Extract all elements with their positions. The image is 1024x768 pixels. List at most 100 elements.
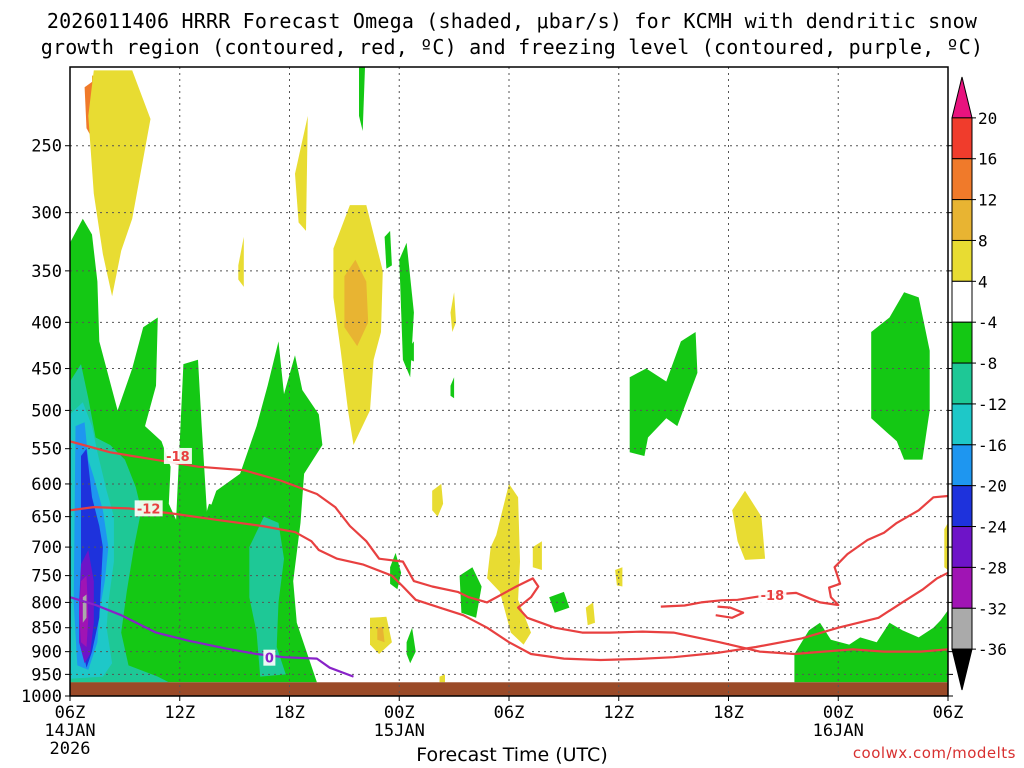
x-tick-label: 00Z — [384, 703, 415, 723]
omega-region-4 — [944, 522, 948, 570]
contour-label-bg — [134, 500, 163, 517]
colorbar-label: -20 — [978, 477, 1007, 496]
y-tick-label: 450 — [31, 360, 62, 380]
dgz-contour — [660, 494, 948, 608]
x-tick-label: 06Z — [933, 703, 964, 723]
omega-region-4 — [439, 674, 445, 683]
omega-region-4 — [295, 115, 308, 231]
colorbar-segment — [951, 403, 973, 446]
colorbar-segment — [951, 321, 973, 364]
y-tick-label: 300 — [31, 204, 62, 224]
colorbar-segment — [951, 485, 973, 528]
chart-title-line2: growth region (contoured, red, ºC) and f… — [40, 35, 984, 59]
x-tick-date-label: 15JAN — [374, 721, 425, 741]
colorbar-label: 16 — [978, 150, 997, 169]
y-tick-label: 800 — [31, 593, 62, 613]
contour-label-bg — [758, 587, 787, 604]
omega-region--4 — [794, 610, 948, 683]
omega-region--4 — [410, 341, 414, 362]
y-tick-label: 950 — [31, 665, 62, 685]
colorbar-segment — [951, 199, 973, 241]
chart-title: 2026011406 HRRR Forecast Omega (shaded, … — [0, 8, 1024, 60]
ground-surface — [70, 682, 948, 696]
colorbar-bottom-arrow — [951, 648, 973, 691]
credit-text: coolwx.com/modelts — [852, 744, 1016, 762]
contour-label-bg — [263, 649, 276, 666]
colorbar-label: -28 — [978, 558, 1007, 577]
omega-region--4 — [359, 67, 366, 131]
x-tick-label: 12Z — [164, 703, 195, 723]
x-tick-date-label: 14JAN — [44, 721, 95, 741]
x-tick-label: 18Z — [274, 703, 305, 723]
omega-region-4 — [88, 70, 151, 297]
omega-region--4 — [198, 503, 233, 598]
omega-region-8 — [377, 626, 385, 643]
x-tick-label: 00Z — [823, 703, 854, 723]
freezing-level-contour — [70, 596, 354, 678]
omega-region-4 — [487, 483, 531, 645]
omega-region-4 — [585, 602, 595, 626]
y-tick-label: 250 — [31, 137, 62, 157]
omega-region-8 — [344, 259, 369, 347]
x-tick-label: 18Z — [713, 703, 744, 723]
omega-region--4 — [459, 567, 482, 618]
y-tick-label: 650 — [31, 508, 62, 528]
omega-region--8 — [249, 516, 286, 677]
y-tick-label: 1000 — [21, 687, 62, 707]
colorbar-label: 4 — [978, 272, 988, 291]
y-tick-label: 400 — [31, 313, 62, 333]
colorbar-label: -4 — [978, 313, 997, 332]
omega-region--4 — [390, 552, 402, 590]
y-tick-label: 750 — [31, 567, 62, 587]
colorbar-label: -24 — [978, 518, 1007, 537]
y-tick-label: 850 — [31, 619, 62, 639]
colorbar-segment — [951, 362, 973, 405]
y-tick-label: 600 — [31, 475, 62, 495]
omega-region-4 — [238, 236, 244, 287]
omega-region--4 — [384, 230, 392, 269]
colorbar-label: 8 — [978, 231, 988, 250]
colorbar: 20 16 12 8 4 -4 -8 -12 -16 -20 -24 -28 -32 -36 — [951, 76, 1007, 691]
y-tick-label: 350 — [31, 262, 62, 282]
y-tick-label: 500 — [31, 401, 62, 421]
colorbar-segment — [951, 117, 973, 160]
dgz-contour-label: -18 — [166, 450, 190, 465]
dgz-contour — [715, 605, 745, 619]
omega-region--4 — [450, 377, 455, 399]
omega-region-4 — [532, 541, 542, 570]
colorbar-segment — [951, 280, 973, 323]
colorbar-segment — [951, 526, 973, 568]
omega-region-4 — [732, 490, 766, 560]
omega-region-4 — [615, 567, 623, 587]
omega-region--4 — [549, 591, 570, 613]
y-tick-label: 900 — [31, 643, 62, 663]
colorbar-segment — [951, 158, 973, 201]
omega-region--4 — [399, 242, 414, 378]
omega-region--4 — [629, 332, 698, 456]
y-tick-label: 700 — [31, 538, 62, 558]
colorbar-label: -32 — [978, 599, 1007, 618]
omega-region-4 — [432, 483, 444, 517]
colorbar-label: 20 — [978, 109, 997, 128]
dgz-contour — [70, 506, 948, 662]
colorbar-segment — [951, 444, 973, 487]
x-axis-title: Forecast Time (UTC) — [416, 744, 608, 766]
x-tick-date-label: 16JAN — [813, 721, 864, 741]
x-tick-year-label: 2026 — [50, 739, 91, 759]
x-tick-label: 06Z — [55, 703, 86, 723]
x-tick-label: 06Z — [494, 703, 525, 723]
y-tick-label: 550 — [31, 440, 62, 460]
colorbar-label: -36 — [978, 640, 1007, 659]
contour-label-bg — [163, 447, 192, 464]
plot-area: -18 -18 -12 0 — [70, 67, 948, 696]
chart-title-line1: 2026011406 HRRR Forecast Omega (shaded, … — [46, 9, 978, 33]
colorbar-label: -12 — [978, 395, 1007, 414]
colorbar-label: -8 — [978, 354, 997, 373]
dgz-contour — [70, 440, 948, 656]
x-tick-label: 12Z — [603, 703, 634, 723]
colorbar-top-arrow — [951, 76, 973, 119]
omega-region--4 — [406, 627, 416, 664]
freezing-level-contour-label: 0 — [265, 652, 274, 667]
dgz-contour-label: -18 — [761, 589, 785, 604]
